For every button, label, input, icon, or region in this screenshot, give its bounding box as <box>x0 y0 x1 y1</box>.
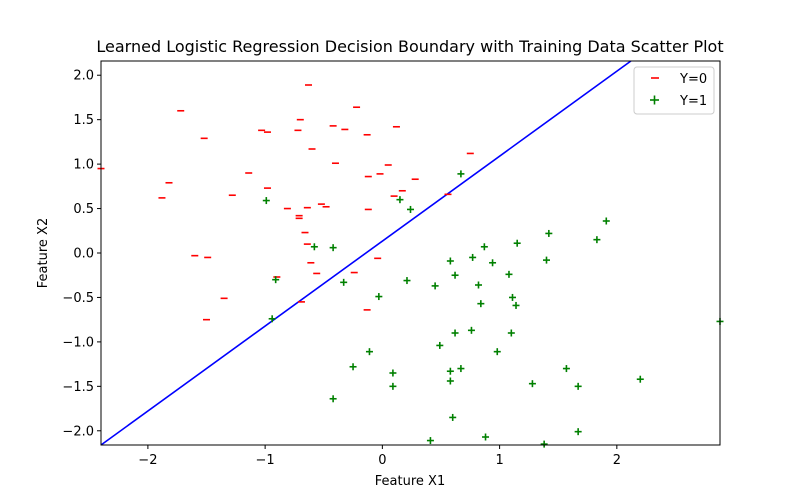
point-y1 <box>446 377 454 385</box>
point-y1 <box>396 196 404 204</box>
x-axis-ticks: −2 −1 0 1 2 <box>138 445 621 468</box>
y-axis-ticks: −2.0 −1.5 −1.0 −0.5 0.0 0.5 1.0 1.5 2.0 <box>62 69 101 439</box>
point-y1 <box>545 229 553 237</box>
x-tick-label: 2 <box>613 453 621 468</box>
point-y1 <box>407 205 414 213</box>
y-tick-label: −1.5 <box>62 380 94 395</box>
decision-boundary-layer <box>100 60 632 446</box>
point-y1 <box>403 277 411 285</box>
point-y1 <box>474 281 482 289</box>
y-tick-label: −0.5 <box>62 291 94 306</box>
point-y1 <box>593 236 601 244</box>
point-y1 <box>389 382 397 390</box>
point-y1 <box>493 348 501 356</box>
point-y1 <box>528 380 536 388</box>
y-tick-label: −2.0 <box>62 424 94 439</box>
y-tick-label: −1.0 <box>62 335 94 350</box>
point-y1 <box>451 271 459 279</box>
point-y1 <box>375 293 383 301</box>
point-y1 <box>512 301 520 309</box>
point-y1 <box>272 276 280 284</box>
point-y1 <box>505 270 513 278</box>
point-y1 <box>477 300 485 308</box>
point-y1 <box>329 244 337 252</box>
point-y1 <box>446 367 454 375</box>
point-y1 <box>449 413 457 421</box>
chart-title: Learned Logistic Regression Decision Bou… <box>96 37 723 56</box>
point-y1 <box>349 363 357 371</box>
legend-marker-y1 <box>650 95 659 105</box>
x-axis-label: Feature X1 <box>375 474 445 489</box>
point-y1 <box>389 369 397 377</box>
point-y1 <box>508 293 516 301</box>
point-y1 <box>446 257 454 265</box>
point-y1 <box>329 395 337 403</box>
point-y1 <box>431 282 439 290</box>
decision-boundary-line <box>100 60 632 446</box>
y-tick-label: 0.5 <box>73 202 94 217</box>
point-y1 <box>636 375 644 383</box>
point-y1 <box>310 243 318 251</box>
point-y1 <box>436 341 444 349</box>
x-tick-label: −1 <box>256 453 275 468</box>
y-axis-label: Feature X2 <box>36 218 51 288</box>
point-y1 <box>426 437 434 445</box>
point-y1 <box>513 239 521 247</box>
x-tick-label: −2 <box>138 453 157 468</box>
point-y1 <box>489 259 497 267</box>
point-y1 <box>482 433 490 441</box>
point-y1 <box>268 315 276 323</box>
point-y1 <box>340 278 348 286</box>
point-y1 <box>574 428 582 436</box>
legend-label-y0: Y=0 <box>679 72 707 87</box>
point-y1 <box>574 382 582 390</box>
point-y1 <box>467 326 475 334</box>
point-y1 <box>457 365 465 373</box>
y-tick-label: 2.0 <box>73 69 94 84</box>
point-y1 <box>507 329 515 337</box>
plot-frame <box>100 60 721 446</box>
point-y1 <box>602 217 610 225</box>
data-points-layer <box>97 84 724 448</box>
point-y1 <box>562 365 570 373</box>
point-y1 <box>365 348 373 356</box>
x-tick-label: 1 <box>495 453 503 468</box>
legend: Y=0 Y=1 <box>633 66 715 115</box>
y-tick-label: 1.0 <box>73 158 94 173</box>
point-y1 <box>540 440 548 448</box>
legend-label-y1: Y=1 <box>679 94 707 109</box>
y-tick-label: 1.5 <box>73 113 94 128</box>
point-y1 <box>262 197 270 205</box>
y-tick-label: 0.0 <box>73 247 94 262</box>
point-y1 <box>451 329 459 337</box>
x-tick-label: 0 <box>378 453 386 468</box>
point-y1 <box>480 243 488 251</box>
point-y1 <box>542 256 550 264</box>
point-y1 <box>469 253 477 261</box>
point-y1 <box>457 170 465 178</box>
plot-area <box>101 61 720 445</box>
